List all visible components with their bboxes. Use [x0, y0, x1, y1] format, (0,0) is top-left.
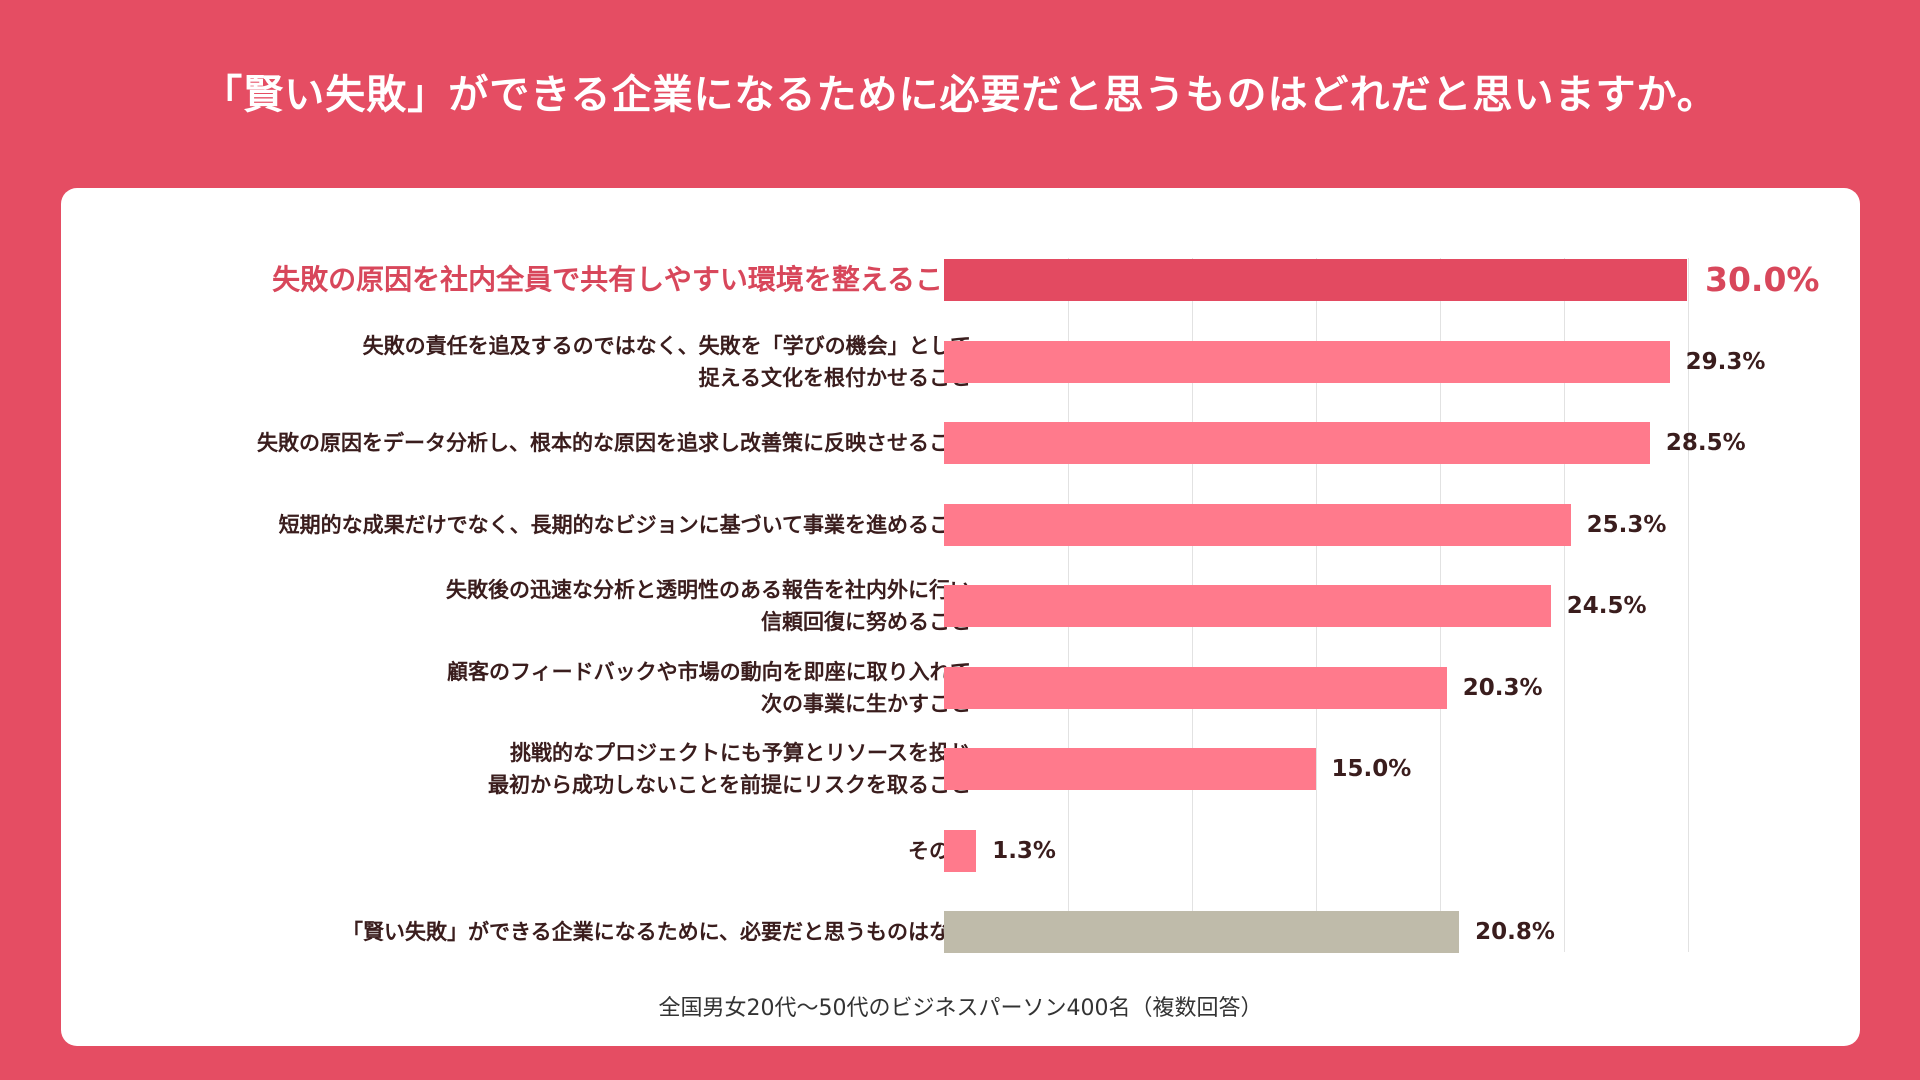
category-label: 顧客のフィードバックや市場の動向を即座に取り入れて次の事業に生かすこと	[151, 656, 971, 720]
value-label: 24.5%	[1566, 593, 1647, 619]
category-label-line: 次の事業に生かすこと	[761, 691, 971, 716]
category-label-line: 最初から成功しないことを前提にリスクを取ること	[488, 773, 971, 797]
category-label: 「賢い失敗」ができる企業になるために、必要だと思うものはない	[151, 916, 971, 948]
category-label-line: 挑戦的なプロジェクトにも予算とリソースを投じ	[510, 741, 971, 765]
category-label: 短期的な成果だけでなく、長期的なビジョンに基づいて事業を進めること	[151, 509, 971, 541]
bar	[944, 666, 1447, 709]
value-label: 20.3%	[1462, 674, 1543, 701]
bar	[944, 911, 1460, 953]
value-label: 28.5%	[1665, 430, 1746, 456]
category-label-line: 「賢い失敗」ができる企業になるために、必要だと思うものはない	[342, 920, 971, 944]
category-label-line: 信頼回復に努めること	[761, 610, 971, 634]
gridline	[1688, 258, 1689, 952]
category-label-line: 失敗後の迅速な分析と透明性のある報告を社内外に行い	[446, 578, 971, 602]
bar	[944, 748, 1316, 790]
category-label-line: その他	[908, 838, 971, 863]
chart-card: 失敗の原因を社内全員で共有しやすい環境を整えること 30.0% 失敗の責任を追及する…	[61, 188, 1860, 1046]
category-label: 失敗の責任を追及するのではなく、失敗を「学びの機会」として捉える文化を根付かせる…	[151, 330, 971, 394]
category-label: 失敗後の迅速な分析と透明性のある報告を社内外に行い信頼回復に努めること	[151, 574, 971, 638]
value-label: 29.3%	[1685, 348, 1766, 375]
bar	[944, 585, 1551, 627]
value-label: 20.8%	[1475, 919, 1555, 945]
category-label-line: 捉える文化を根付かせること	[698, 365, 971, 390]
category-label-line: 失敗の原因をデータ分析し、根本的な原因を追求し改善策に反映させること	[257, 431, 971, 455]
category-label-line: 失敗の原因を社内全員で共有しやすい環境を整えること	[272, 263, 971, 296]
category-label: 失敗の原因を社内全員で共有しやすい環境を整えること	[151, 260, 971, 300]
bar-chart: 失敗の原因を社内全員で共有しやすい環境を整えること 30.0% 失敗の責任を追及する…	[61, 188, 1860, 1046]
value-label: 15.0%	[1331, 756, 1412, 782]
category-label: 失敗の原因をデータ分析し、根本的な原因を追求し改善策に反映させること	[151, 427, 971, 459]
bar	[944, 340, 1670, 383]
page-title: 「賢い失敗」ができる企業になるために必要だと思うものはどれだと思いますか。	[202, 72, 1718, 118]
category-label: 挑戦的なプロジェクトにも予算とリソースを投じ最初から成功しないことを前提にリスク…	[151, 737, 971, 801]
value-label: 1.3%	[992, 837, 1056, 864]
category-label-line: 短期的な成果だけでなく、長期的なビジョンに基づいて事業を進めること	[278, 512, 971, 537]
value-label: 30.0%	[1705, 260, 1820, 299]
footnote: 全国男女20代〜50代のビジネスパーソン400名（複数回答）	[658, 996, 1263, 1021]
value-label: 25.3%	[1586, 511, 1667, 538]
bar	[944, 503, 1571, 546]
category-label-line: 失敗の責任を追及するのではなく、失敗を「学びの機会」として	[362, 333, 971, 358]
bar	[944, 829, 977, 872]
category-label: その他	[151, 835, 971, 867]
bar	[944, 422, 1650, 464]
category-label-line: 顧客のフィードバックや市場の動向を即座に取り入れて	[447, 659, 971, 684]
bar	[944, 259, 1687, 301]
gridline	[1564, 258, 1565, 952]
